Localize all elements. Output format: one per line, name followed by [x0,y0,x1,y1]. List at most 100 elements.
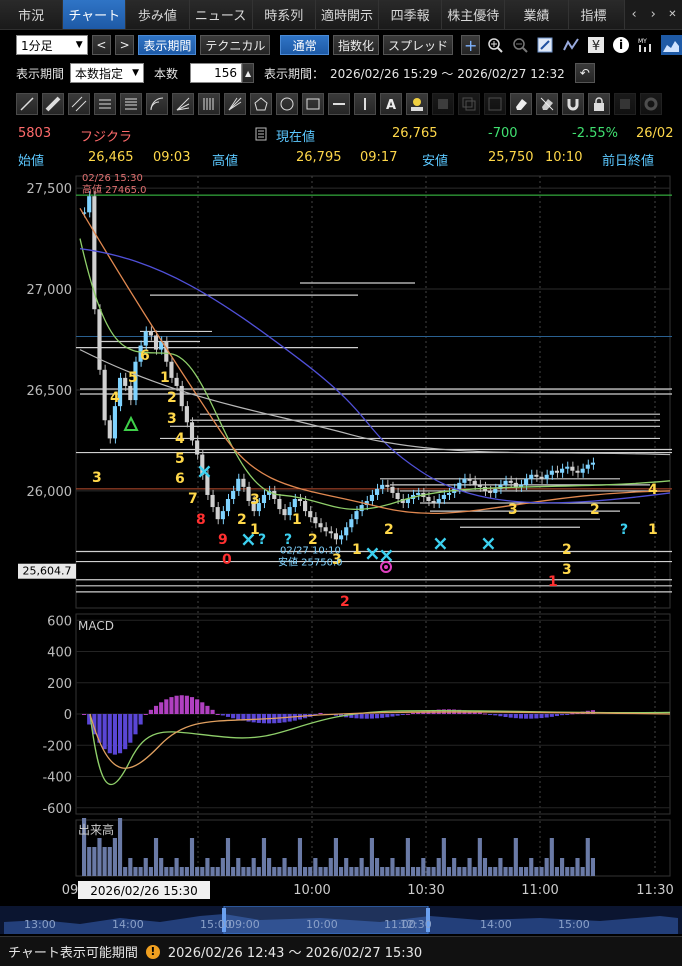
vertical-line-icon[interactable] [354,93,376,115]
tab-indicators[interactable]: 指標 [568,0,625,29]
candle-body [123,377,128,386]
parallel-lines-icon[interactable] [68,93,90,115]
volume-bar [195,867,200,876]
crosshair-icon[interactable]: + [461,35,481,55]
reset-icon[interactable]: ↶ [574,63,595,83]
volume-bar [87,847,92,876]
tab-disclosure[interactable]: 適時開示 [315,0,380,29]
magnet-icon[interactable] [562,93,584,115]
text-icon[interactable]: A [380,93,402,115]
stock-name: フジクラ [80,130,133,145]
ruler-icon[interactable] [42,93,64,115]
rectangle-icon[interactable] [302,93,324,115]
volume-bar [410,867,416,876]
macd-hist-bar [503,714,508,717]
horizontal-line-icon[interactable] [328,93,350,115]
hide-icon[interactable] [614,93,636,115]
spread-button[interactable]: スプレッド [382,35,453,55]
my-chart-icon[interactable]: MY [636,35,657,55]
fibonacci-icon[interactable] [120,93,142,115]
tab-benefits[interactable]: 株主優待 [442,0,506,29]
macd-hist-bar [169,697,174,714]
circle-icon[interactable] [276,93,298,115]
macd-hist-bar [534,714,539,719]
settings-gear-icon[interactable] [640,93,662,115]
lock-icon[interactable] [588,93,610,115]
candle-body [441,494,446,499]
volume-bar [513,838,518,876]
normal-button[interactable]: 通常 [280,35,329,55]
eraser-all-icon[interactable] [536,93,558,115]
move-icon[interactable] [484,93,506,115]
ma-short-line [79,238,671,510]
macd-hist-bar [174,695,179,714]
candle-body [200,454,205,475]
tab-scroll-right-icon[interactable]: › [650,7,656,22]
horizontal-lines-icon[interactable] [94,93,116,115]
signal-cross: × [196,459,213,483]
macd-hist-bar [565,714,570,715]
drawing-tools: A [16,93,662,117]
fan-icon[interactable] [146,93,168,115]
pentagon-icon[interactable] [250,93,272,115]
tab-timeseries[interactable]: 時系列 [252,0,316,29]
footer: チャート表示可能期間 ! 2026/02/26 12:43 ～ 2026/02/… [0,936,682,966]
select-icon[interactable] [432,93,454,115]
volume-bar [477,838,482,876]
macd-hist-bar [482,713,488,715]
copy-icon[interactable] [458,93,480,115]
navigator[interactable]: 13:00 14:00 15:00 09:00 10:00 11:00 12:30 14:00… [0,905,682,935]
interval-select[interactable]: 1分足 ▼ [16,35,88,55]
macd-tick-label: 0 [64,708,72,723]
svg-text:i: i [619,38,623,52]
count-stepper[interactable]: ▲ [242,63,255,83]
stamp-icon[interactable] [406,93,428,115]
vertical-lines-icon[interactable] [198,93,220,115]
prev-close-label: 前日終値 [602,154,655,169]
macd-hist-bar [570,713,575,715]
count-input[interactable]: 156 [190,63,243,83]
low-value: 25,750 [488,150,534,165]
zoom-in-icon[interactable] [484,35,505,55]
tab-ticks[interactable]: 歩み値 [126,0,190,29]
tab-collapse-icon[interactable]: ✕ [668,9,677,20]
tab-market[interactable]: 市況 [0,0,64,29]
macd-hist-bar [354,714,359,719]
triangle-icon [123,415,139,431]
area-chart-icon[interactable] [660,35,682,55]
volume-bar [318,867,323,876]
display-period-button[interactable]: 表示期間 [138,35,197,55]
volume-bar [179,867,184,876]
pitchfork-icon[interactable] [224,93,246,115]
candle-body [267,490,272,495]
volume-bar [488,867,493,876]
signal-count: 1 [250,522,260,538]
tab-shikiho[interactable]: 四季報 [379,0,443,29]
tab-scroll-left-icon[interactable]: ‹ [631,7,637,22]
signal-cross: × [378,543,395,567]
volume-bar [385,867,390,876]
tab-earnings[interactable]: 業績 [505,0,569,29]
trendline-icon[interactable] [16,93,38,115]
period-mode-select[interactable]: 本数指定 ▼ [70,63,145,83]
pen-icon[interactable] [535,35,556,55]
prev-button[interactable]: < [91,35,112,55]
volume-bar [457,867,462,876]
yen-icon[interactable]: ¥ [585,35,606,55]
speed-lines-icon[interactable] [172,93,194,115]
period-toolbar: 表示期間 本数指定 ▼ 本数 156 ▲ 表示期間： 2026/02/26 15… [0,61,682,85]
tab-chart[interactable]: チャート [63,0,127,29]
info-icon[interactable]: i [610,35,631,55]
tab-news[interactable]: ニュース [189,0,253,29]
index-button[interactable]: 指数化 [332,35,379,55]
macd-hist-bar [231,714,236,719]
next-button[interactable]: > [115,35,135,55]
candle-body [380,484,385,489]
technical-button[interactable]: テクニカル [200,35,271,55]
eraser-icon[interactable] [510,93,532,115]
chart-line-icon[interactable] [560,35,581,55]
macd-hist-bar [400,714,405,715]
zoom-out-icon[interactable] [510,35,531,55]
volume-bar [287,867,292,876]
